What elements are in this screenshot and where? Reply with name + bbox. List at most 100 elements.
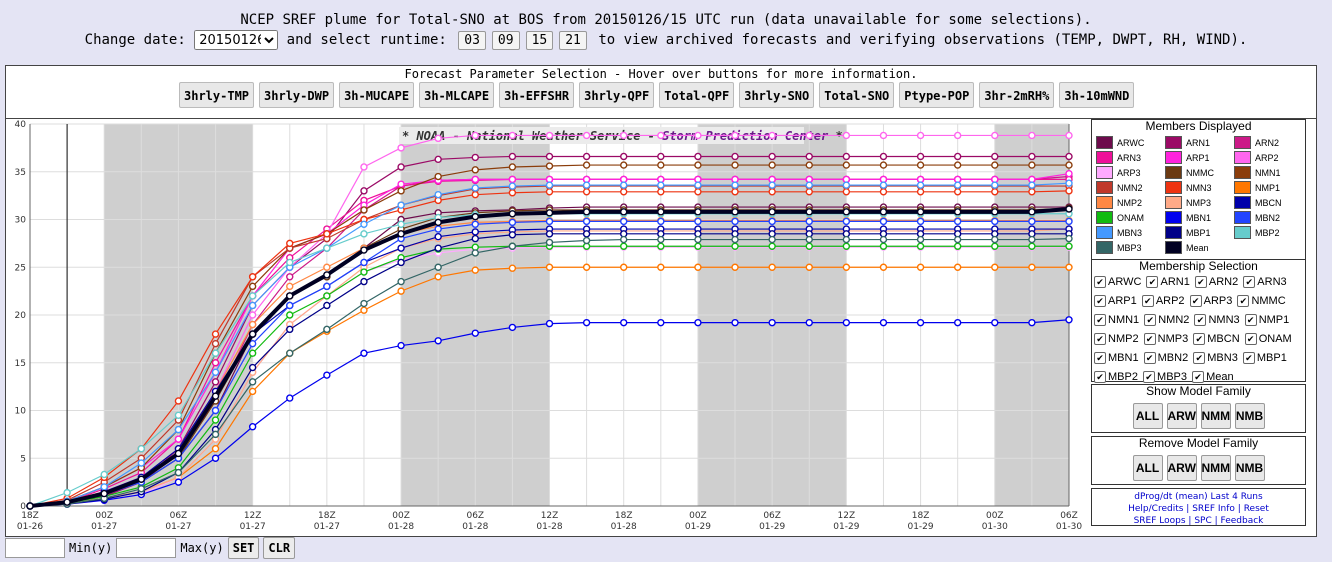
param-button-3hr-2mrh[interactable]: 3hr-2mRH% bbox=[979, 82, 1055, 108]
checkbox-icon[interactable]: ✔ bbox=[1244, 333, 1257, 346]
member-checkbox-mbn3[interactable]: ✔ MBN3 bbox=[1193, 349, 1238, 368]
last-4-runs-link[interactable]: Last 4 Runs bbox=[1210, 492, 1263, 502]
member-checkbox-mbn1[interactable]: ✔ MBN1 bbox=[1094, 349, 1139, 368]
min-y-input[interactable] bbox=[5, 538, 65, 558]
member-checkbox-arn2[interactable]: ✔ ARN2 bbox=[1194, 273, 1238, 292]
checkbox-icon[interactable]: ✔ bbox=[1094, 371, 1106, 384]
remove-nmm-button[interactable]: NMM bbox=[1200, 455, 1231, 481]
checkbox-icon[interactable]: ✔ bbox=[1143, 352, 1156, 365]
member-checkbox-arn1[interactable]: ✔ ARN1 bbox=[1146, 273, 1190, 292]
checkbox-icon[interactable]: ✔ bbox=[1094, 314, 1106, 327]
data-point-mean bbox=[731, 208, 739, 216]
sref-loops-link[interactable]: SREF Loops bbox=[1133, 516, 1186, 526]
member-checkbox-arp2[interactable]: ✔ ARP2 bbox=[1141, 292, 1185, 311]
help-credits-link[interactable]: Help/Credits bbox=[1128, 504, 1184, 514]
param-button-ptype-pop[interactable]: Ptype-POP bbox=[899, 82, 975, 108]
checkbox-icon[interactable]: ✔ bbox=[1244, 314, 1257, 327]
param-button-total-sno[interactable]: Total-SNO bbox=[819, 82, 895, 108]
legend-swatch bbox=[1234, 226, 1251, 239]
data-point-mbn1 bbox=[916, 318, 925, 327]
member-checkbox-nmn3[interactable]: ✔ NMN3 bbox=[1194, 311, 1240, 330]
member-checkbox-arp3[interactable]: ✔ ARP3 bbox=[1189, 292, 1232, 311]
member-checkbox-nmp1[interactable]: ✔ NMP1 bbox=[1244, 311, 1289, 330]
max-y-input[interactable] bbox=[116, 538, 177, 558]
checkbox-icon[interactable]: ✔ bbox=[1192, 371, 1205, 384]
member-checkbox-arwc[interactable]: ✔ ARWC bbox=[1094, 273, 1141, 292]
member-checkbox-mbn2[interactable]: ✔ MBN2 bbox=[1143, 349, 1188, 368]
show-nmm-button[interactable]: NMM bbox=[1200, 403, 1231, 429]
show-nmb-button[interactable]: NMB bbox=[1234, 403, 1265, 429]
remove-nmb-button[interactable]: NMB bbox=[1234, 455, 1265, 481]
data-point-arp2 bbox=[434, 134, 442, 143]
checkbox-icon[interactable]: ✔ bbox=[1094, 333, 1106, 346]
date-select[interactable]: 20150126 bbox=[194, 30, 279, 50]
checkbox-icon[interactable]: ✔ bbox=[1237, 295, 1250, 308]
checkbox-icon[interactable]: ✔ bbox=[1194, 314, 1207, 327]
checkbox-icon[interactable]: ✔ bbox=[1094, 295, 1106, 308]
data-point-nmn3 bbox=[842, 188, 851, 196]
checkbox-icon[interactable]: ✔ bbox=[1193, 352, 1206, 365]
data-point-nmp1 bbox=[731, 263, 739, 271]
member-checkbox-nmmc[interactable]: ✔ NMMC bbox=[1237, 292, 1286, 311]
checkbox-icon[interactable]: ✔ bbox=[1144, 314, 1157, 327]
checkbox-icon[interactable]: ✔ bbox=[1243, 276, 1256, 289]
remove-all-button[interactable]: ALL bbox=[1132, 455, 1163, 481]
member-checkbox-nmn2[interactable]: ✔ NMN2 bbox=[1144, 311, 1189, 330]
legend-swatch bbox=[1165, 196, 1182, 209]
legend-item-mean: Mean bbox=[1165, 241, 1234, 254]
show-arw-button[interactable]: ARW bbox=[1166, 403, 1197, 429]
reset-link[interactable]: Reset bbox=[1243, 504, 1269, 514]
feedback-link[interactable]: Feedback bbox=[1220, 516, 1264, 526]
checkbox-icon[interactable]: ✔ bbox=[1194, 276, 1207, 289]
checkbox-icon[interactable]: ✔ bbox=[1242, 352, 1255, 365]
param-button-3h-effshr[interactable]: 3h-EFFSHR bbox=[499, 82, 575, 108]
data-point-mbn1 bbox=[471, 329, 479, 337]
member-checkbox-mbp1[interactable]: ✔ MBP1 bbox=[1242, 349, 1287, 368]
param-button-3hrly-dwp[interactable]: 3hrly-DWP bbox=[259, 82, 335, 108]
y-tick-label: 20 bbox=[15, 311, 27, 321]
runtime-button-03[interactable]: 03 bbox=[458, 30, 486, 50]
checkbox-icon[interactable]: ✔ bbox=[1094, 352, 1106, 365]
data-point-mbcn bbox=[471, 228, 479, 236]
spc-link[interactable]: SPC bbox=[1194, 516, 1212, 526]
param-button-3h-mlcape[interactable]: 3h-MLCAPE bbox=[419, 82, 495, 108]
checkbox-icon[interactable]: ✔ bbox=[1143, 333, 1156, 346]
member-checkbox-arn3[interactable]: ✔ ARN3 bbox=[1243, 273, 1287, 292]
param-button-3hrly-sno[interactable]: 3hrly-SNO bbox=[739, 82, 815, 108]
remove-arw-button[interactable]: ARW bbox=[1166, 455, 1197, 481]
checkbox-icon[interactable]: ✔ bbox=[1193, 333, 1206, 346]
member-checkbox-arp1[interactable]: ✔ ARP1 bbox=[1094, 292, 1137, 311]
sref-info-link[interactable]: SREF Info bbox=[1192, 504, 1235, 514]
runtime-button-15[interactable]: 15 bbox=[525, 30, 554, 50]
param-button-3hrly-qpf[interactable]: 3hrly-QPF bbox=[579, 82, 655, 108]
data-point-mbn3 bbox=[731, 181, 739, 189]
dprog-link[interactable]: dProg/dt (mean) bbox=[1134, 492, 1208, 502]
remove-family-buttons: ALL ARW NMM NMB bbox=[1092, 450, 1305, 483]
member-checkbox-mbcn[interactable]: ✔ MBCN bbox=[1193, 330, 1240, 349]
member-checkbox-nmn1[interactable]: ✔ NMN1 bbox=[1094, 311, 1139, 330]
data-point-nmp2 bbox=[323, 263, 331, 271]
param-button-total-qpf[interactable]: Total-QPF bbox=[659, 82, 735, 108]
member-checkbox-label: NMN3 bbox=[1208, 314, 1240, 326]
set-button[interactable]: SET bbox=[227, 537, 260, 559]
member-checkbox-nmp2[interactable]: ✔ NMP2 bbox=[1094, 330, 1139, 349]
member-checkbox-mbp2[interactable]: ✔ MBP2 bbox=[1094, 368, 1138, 387]
checkbox-icon[interactable]: ✔ bbox=[1146, 276, 1159, 289]
checkbox-icon[interactable]: ✔ bbox=[1094, 276, 1106, 289]
clear-button[interactable]: CLR bbox=[263, 537, 296, 559]
member-checkbox-mbp3[interactable]: ✔ MBP3 bbox=[1143, 368, 1187, 387]
checkbox-icon[interactable]: ✔ bbox=[1189, 295, 1202, 308]
runtime-button-21[interactable]: 21 bbox=[559, 30, 587, 50]
param-button-3h-mucape[interactable]: 3h-MUCAPE bbox=[339, 82, 415, 108]
checkbox-icon[interactable]: ✔ bbox=[1141, 295, 1154, 308]
checkbox-icon[interactable]: ✔ bbox=[1143, 371, 1156, 384]
param-button-3h-10mwnd[interactable]: 3h-10mWND bbox=[1059, 82, 1135, 108]
data-point-mbn3 bbox=[1028, 181, 1036, 189]
member-checkbox-nmp3[interactable]: ✔ NMP3 bbox=[1143, 330, 1188, 349]
runtime-button-09[interactable]: 09 bbox=[491, 30, 520, 50]
member-checkbox-mean[interactable]: ✔ Mean bbox=[1192, 368, 1234, 387]
param-button-3hrly-tmp[interactable]: 3hrly-TMP bbox=[179, 82, 255, 108]
member-checkbox-onam[interactable]: ✔ ONAM bbox=[1244, 330, 1292, 349]
show-all-button[interactable]: ALL bbox=[1132, 403, 1163, 429]
data-point-arn1 bbox=[657, 152, 665, 161]
